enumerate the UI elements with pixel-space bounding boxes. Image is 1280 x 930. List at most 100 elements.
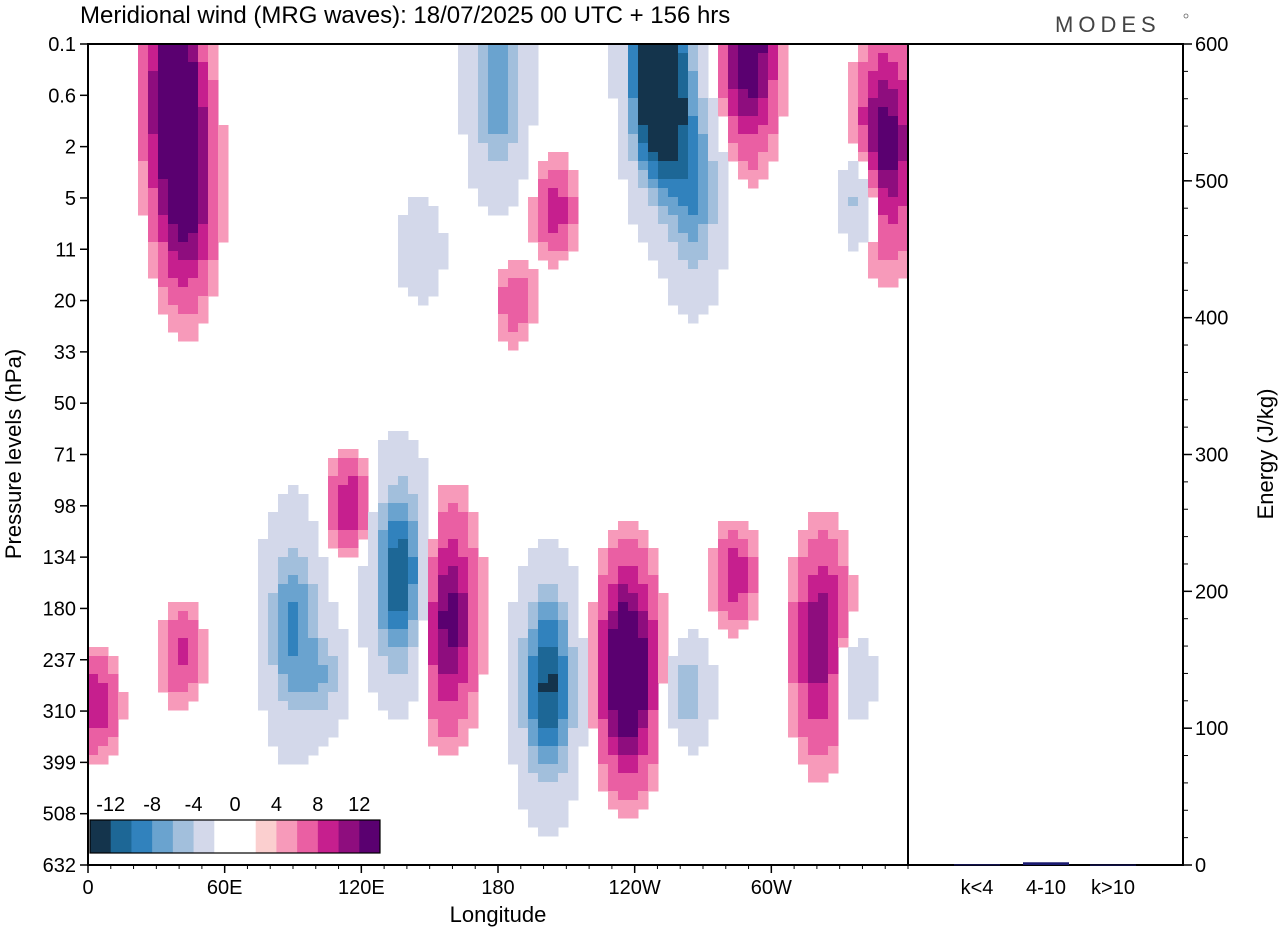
heatmap-cell xyxy=(668,62,679,72)
heatmap-cell xyxy=(738,62,749,72)
heatmap-cell xyxy=(398,269,409,279)
heatmap-cell xyxy=(308,602,319,612)
heatmap-cell xyxy=(528,269,539,279)
heatmap-cell xyxy=(388,449,399,459)
heatmap-cell xyxy=(568,674,579,684)
heatmap-cell xyxy=(608,746,619,756)
heatmap-cell xyxy=(258,548,269,558)
heatmap-cell xyxy=(258,593,269,603)
heatmap-cell xyxy=(348,512,359,522)
heatmap-cell xyxy=(308,584,319,594)
heatmap-cell xyxy=(178,143,189,153)
heatmap-cell xyxy=(498,161,509,171)
heatmap-cell xyxy=(898,107,908,117)
heatmap-cell xyxy=(718,242,729,252)
heatmap-cell xyxy=(618,737,629,747)
heatmap-cell xyxy=(408,215,419,225)
heatmap-cell xyxy=(838,575,849,585)
heatmap-cell xyxy=(798,746,809,756)
heatmap-cell xyxy=(448,548,459,558)
heatmap-cell xyxy=(858,224,869,234)
heatmap-cell xyxy=(168,602,179,612)
heatmap-cell xyxy=(718,566,729,576)
heatmap-cell xyxy=(588,674,599,684)
heatmap-cell xyxy=(518,728,529,738)
heatmap-cell xyxy=(358,593,369,603)
heatmap-cell xyxy=(318,611,329,621)
heatmap-cell xyxy=(598,548,609,558)
heatmap-cell xyxy=(668,197,679,207)
heatmap-cell xyxy=(508,746,519,756)
heatmap-cell xyxy=(538,170,549,180)
heatmap-cell xyxy=(728,89,739,99)
heatmap-cell xyxy=(428,692,439,702)
heatmap-cell xyxy=(288,701,299,711)
heatmap-cell xyxy=(578,692,589,702)
heatmap-cell xyxy=(498,332,509,342)
heatmap-cell xyxy=(468,602,479,612)
colorbar-swatch xyxy=(214,820,236,853)
heatmap-cell xyxy=(748,161,759,171)
heatmap-cell xyxy=(628,575,639,585)
heatmap-cell xyxy=(608,602,619,612)
heatmap-cell xyxy=(538,647,549,657)
heatmap-cell xyxy=(388,656,399,666)
heatmap-cell xyxy=(698,44,709,54)
heatmap-cell xyxy=(388,521,399,531)
heatmap-cell xyxy=(148,125,159,135)
heatmap-cell xyxy=(718,233,729,243)
heatmap-cell xyxy=(488,143,499,153)
heatmap-cell xyxy=(438,539,449,549)
heatmap-cell xyxy=(178,620,189,630)
heatmap-cell xyxy=(688,143,699,153)
colorbar-swatch xyxy=(193,820,215,853)
heatmap-cell xyxy=(398,665,409,675)
heatmap-cell xyxy=(718,620,729,630)
heatmap-cell xyxy=(658,233,669,243)
heatmap-cell xyxy=(628,611,639,621)
heatmap-cell xyxy=(848,161,859,171)
heatmap-cell xyxy=(618,539,629,549)
heatmap-cell xyxy=(868,179,879,189)
heatmap-cell xyxy=(348,485,359,495)
heatmap-cell xyxy=(618,629,629,639)
heatmap-cell xyxy=(878,53,889,63)
heatmap-cell xyxy=(218,179,229,189)
heatmap-cell xyxy=(588,719,599,729)
heatmap-cell xyxy=(608,791,619,801)
heatmap-cell xyxy=(798,566,809,576)
heatmap-cell xyxy=(288,746,299,756)
heatmap-cell xyxy=(188,179,199,189)
heatmap-cell xyxy=(338,449,349,459)
heatmap-cell xyxy=(368,566,379,576)
heatmap-cell xyxy=(568,665,579,675)
heatmap-cell xyxy=(548,179,559,189)
heatmap-cell xyxy=(428,593,439,603)
heatmap-cell xyxy=(888,80,899,90)
heatmap-cell xyxy=(518,638,529,648)
heatmap-cell xyxy=(158,656,169,666)
heatmap-cell xyxy=(168,620,179,630)
heatmap-cell xyxy=(378,566,389,576)
heatmap-cell xyxy=(698,197,709,207)
heatmap-cell xyxy=(508,728,519,738)
heatmap-cell xyxy=(358,530,369,540)
heatmap-cell xyxy=(748,611,759,621)
heatmap-cell xyxy=(798,611,809,621)
heatmap-cell xyxy=(298,584,309,594)
heatmap-cell xyxy=(188,161,199,171)
heatmap-cell xyxy=(448,737,459,747)
heatmap-cell xyxy=(578,701,589,711)
heatmap-cell xyxy=(458,665,469,675)
heatmap-cell xyxy=(518,62,529,72)
heatmap-cell xyxy=(278,719,289,729)
heatmap-cell xyxy=(528,791,539,801)
heatmap-cell xyxy=(408,224,419,234)
heatmap-cell xyxy=(208,179,219,189)
heatmap-cell xyxy=(518,116,529,126)
heatmap-cell xyxy=(548,620,559,630)
heatmap-cell xyxy=(398,647,409,657)
heatmap-cell xyxy=(418,476,429,486)
heatmap-cell xyxy=(308,593,319,603)
heatmap-cell xyxy=(688,80,699,90)
